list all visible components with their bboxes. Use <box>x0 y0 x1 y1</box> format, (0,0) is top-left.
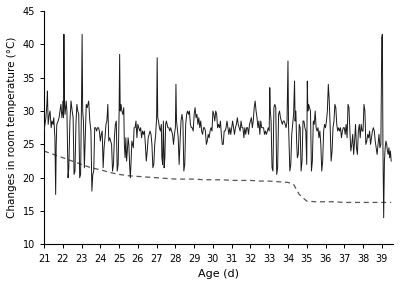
X-axis label: Age (d): Age (d) <box>198 269 239 279</box>
Y-axis label: Changes in room temperature (°C): Changes in room temperature (°C) <box>7 37 17 219</box>
